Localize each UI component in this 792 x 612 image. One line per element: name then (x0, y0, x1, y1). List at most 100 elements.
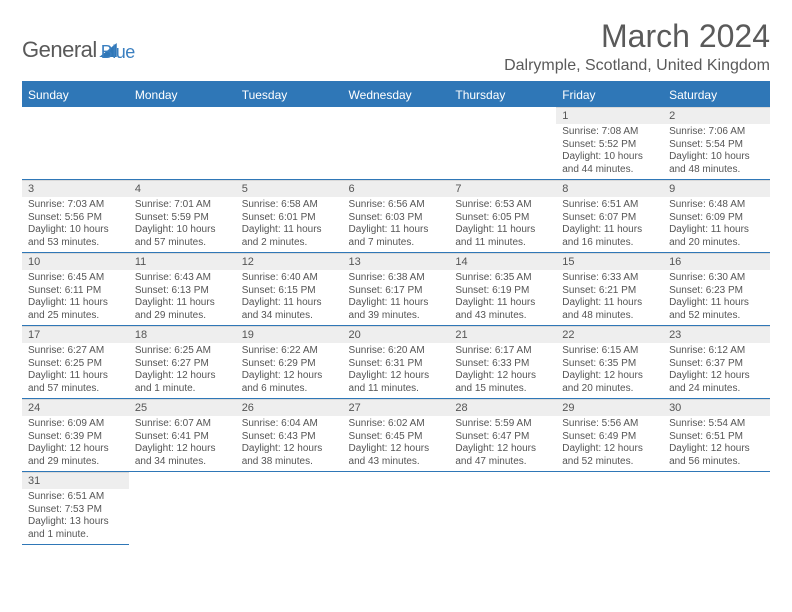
day-cell: 19Sunrise: 6:22 AMSunset: 6:29 PMDayligh… (236, 326, 343, 399)
sunrise-line: Sunrise: 5:54 AM (669, 418, 764, 431)
day-number: 7 (449, 180, 556, 197)
sunset-line: Sunset: 6:11 PM (28, 285, 123, 298)
day-number: 8 (556, 180, 663, 197)
calendar-row: 24Sunrise: 6:09 AMSunset: 6:39 PMDayligh… (22, 399, 770, 472)
day-number: 21 (449, 326, 556, 343)
daylight-line: Daylight: 11 hours and 29 minutes. (135, 297, 230, 322)
sunrise-line: Sunrise: 7:01 AM (135, 199, 230, 212)
sunset-line: Sunset: 6:07 PM (562, 212, 657, 225)
sunrise-line: Sunrise: 7:06 AM (669, 126, 764, 139)
logo-text-blue: Blue (101, 42, 135, 63)
day-number: 16 (663, 253, 770, 270)
sunset-line: Sunset: 6:01 PM (242, 212, 337, 225)
day-body: Sunrise: 6:43 AMSunset: 6:13 PMDaylight:… (129, 270, 236, 325)
day-cell: 22Sunrise: 6:15 AMSunset: 6:35 PMDayligh… (556, 326, 663, 399)
day-number: 2 (663, 107, 770, 124)
day-body: Sunrise: 6:30 AMSunset: 6:23 PMDaylight:… (663, 270, 770, 325)
daylight-line: Daylight: 12 hours and 6 minutes. (242, 370, 337, 395)
logo-text-general: General (22, 37, 97, 63)
day-cell: 14Sunrise: 6:35 AMSunset: 6:19 PMDayligh… (449, 253, 556, 326)
sunset-line: Sunset: 5:59 PM (135, 212, 230, 225)
sunset-line: Sunset: 6:17 PM (349, 285, 444, 298)
sunset-line: Sunset: 6:39 PM (28, 431, 123, 444)
day-number: 18 (129, 326, 236, 343)
day-number: 29 (556, 399, 663, 416)
sunrise-line: Sunrise: 6:48 AM (669, 199, 764, 212)
day-cell: 29Sunrise: 5:56 AMSunset: 6:49 PMDayligh… (556, 399, 663, 472)
day-number: 17 (22, 326, 129, 343)
sunrise-line: Sunrise: 6:09 AM (28, 418, 123, 431)
day-cell: 4Sunrise: 7:01 AMSunset: 5:59 PMDaylight… (129, 180, 236, 253)
sunrise-line: Sunrise: 6:07 AM (135, 418, 230, 431)
day-number: 26 (236, 399, 343, 416)
day-body: Sunrise: 7:01 AMSunset: 5:59 PMDaylight:… (129, 197, 236, 252)
day-cell: 6Sunrise: 6:56 AMSunset: 6:03 PMDaylight… (343, 180, 450, 253)
sunrise-line: Sunrise: 6:51 AM (28, 491, 123, 504)
sunset-line: Sunset: 6:43 PM (242, 431, 337, 444)
daylight-line: Daylight: 12 hours and 43 minutes. (349, 443, 444, 468)
day-number: 4 (129, 180, 236, 197)
sunset-line: Sunset: 6:23 PM (669, 285, 764, 298)
sunrise-line: Sunrise: 6:38 AM (349, 272, 444, 285)
day-body: Sunrise: 5:54 AMSunset: 6:51 PMDaylight:… (663, 416, 770, 471)
sunrise-line: Sunrise: 6:56 AM (349, 199, 444, 212)
daylight-line: Daylight: 10 hours and 53 minutes. (28, 224, 123, 249)
day-number: 24 (22, 399, 129, 416)
sunset-line: Sunset: 6:37 PM (669, 358, 764, 371)
daylight-line: Daylight: 12 hours and 34 minutes. (135, 443, 230, 468)
day-cell: 5Sunrise: 6:58 AMSunset: 6:01 PMDaylight… (236, 180, 343, 253)
day-cell: 17Sunrise: 6:27 AMSunset: 6:25 PMDayligh… (22, 326, 129, 399)
day-number: 3 (22, 180, 129, 197)
sunset-line: Sunset: 5:52 PM (562, 139, 657, 152)
day-cell: 9Sunrise: 6:48 AMSunset: 6:09 PMDaylight… (663, 180, 770, 253)
day-body: Sunrise: 6:09 AMSunset: 6:39 PMDaylight:… (22, 416, 129, 471)
sunset-line: Sunset: 6:29 PM (242, 358, 337, 371)
calendar-wrap: SundayMondayTuesdayWednesdayThursdayFrid… (22, 81, 770, 545)
sunrise-line: Sunrise: 6:04 AM (242, 418, 337, 431)
calendar-row: 17Sunrise: 6:27 AMSunset: 6:25 PMDayligh… (22, 326, 770, 399)
location-subtitle: Dalrymple, Scotland, United Kingdom (504, 57, 770, 75)
day-body: Sunrise: 7:03 AMSunset: 5:56 PMDaylight:… (22, 197, 129, 252)
sunset-line: Sunset: 6:15 PM (242, 285, 337, 298)
day-number: 27 (343, 399, 450, 416)
day-number: 25 (129, 399, 236, 416)
empty-cell (556, 472, 663, 545)
calendar-row: 31Sunrise: 6:51 AMSunset: 7:53 PMDayligh… (22, 472, 770, 545)
calendar-body: 1Sunrise: 7:08 AMSunset: 5:52 PMDaylight… (22, 107, 770, 545)
day-cell: 8Sunrise: 6:51 AMSunset: 6:07 PMDaylight… (556, 180, 663, 253)
daylight-line: Daylight: 10 hours and 48 minutes. (669, 151, 764, 176)
day-cell: 23Sunrise: 6:12 AMSunset: 6:37 PMDayligh… (663, 326, 770, 399)
weekday-header: Saturday (663, 83, 770, 107)
empty-cell (449, 472, 556, 545)
sunset-line: Sunset: 6:49 PM (562, 431, 657, 444)
weekday-header-row: SundayMondayTuesdayWednesdayThursdayFrid… (22, 83, 770, 107)
sunrise-line: Sunrise: 6:45 AM (28, 272, 123, 285)
sunset-line: Sunset: 6:21 PM (562, 285, 657, 298)
daylight-line: Daylight: 10 hours and 44 minutes. (562, 151, 657, 176)
empty-cell (343, 107, 450, 180)
day-body: Sunrise: 6:15 AMSunset: 6:35 PMDaylight:… (556, 343, 663, 398)
sunrise-line: Sunrise: 6:43 AM (135, 272, 230, 285)
sunrise-line: Sunrise: 7:03 AM (28, 199, 123, 212)
weekday-header: Tuesday (236, 83, 343, 107)
day-cell: 16Sunrise: 6:30 AMSunset: 6:23 PMDayligh… (663, 253, 770, 326)
day-number: 5 (236, 180, 343, 197)
sunset-line: Sunset: 6:41 PM (135, 431, 230, 444)
daylight-line: Daylight: 12 hours and 11 minutes. (349, 370, 444, 395)
day-cell: 25 Sunrise: 6:07 AMSunset: 6:41 PMDayligh… (129, 399, 236, 472)
sunset-line: Sunset: 6:27 PM (135, 358, 230, 371)
empty-cell (129, 472, 236, 545)
sunrise-line: Sunrise: 6:35 AM (455, 272, 550, 285)
weekday-header: Sunday (22, 83, 129, 107)
daylight-line: Daylight: 13 hours and 1 minute. (28, 516, 123, 541)
sunrise-line: Sunrise: 6:51 AM (562, 199, 657, 212)
day-body: Sunrise: 6:20 AMSunset: 6:31 PMDaylight:… (343, 343, 450, 398)
day-number: 13 (343, 253, 450, 270)
day-body: Sunrise: 6:22 AMSunset: 6:29 PMDaylight:… (236, 343, 343, 398)
daylight-line: Daylight: 12 hours and 52 minutes. (562, 443, 657, 468)
weekday-header: Thursday (449, 83, 556, 107)
weekday-header: Monday (129, 83, 236, 107)
day-number: 14 (449, 253, 556, 270)
daylight-line: Daylight: 11 hours and 43 minutes. (455, 297, 550, 322)
day-body: Sunrise: 6:02 AMSunset: 6:45 PMDaylight:… (343, 416, 450, 471)
